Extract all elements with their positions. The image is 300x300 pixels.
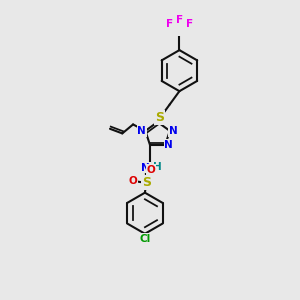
Text: F: F xyxy=(186,19,193,29)
Text: F: F xyxy=(176,15,183,25)
Text: N: N xyxy=(169,126,178,136)
Text: F: F xyxy=(166,19,173,29)
Text: H: H xyxy=(153,161,161,172)
Text: S: S xyxy=(142,176,151,189)
Text: N: N xyxy=(164,140,173,150)
Text: N: N xyxy=(137,126,146,136)
Text: S: S xyxy=(155,111,164,124)
Text: N: N xyxy=(141,163,150,172)
Text: O: O xyxy=(146,165,155,175)
Text: Cl: Cl xyxy=(139,234,151,244)
Text: O: O xyxy=(128,176,137,186)
